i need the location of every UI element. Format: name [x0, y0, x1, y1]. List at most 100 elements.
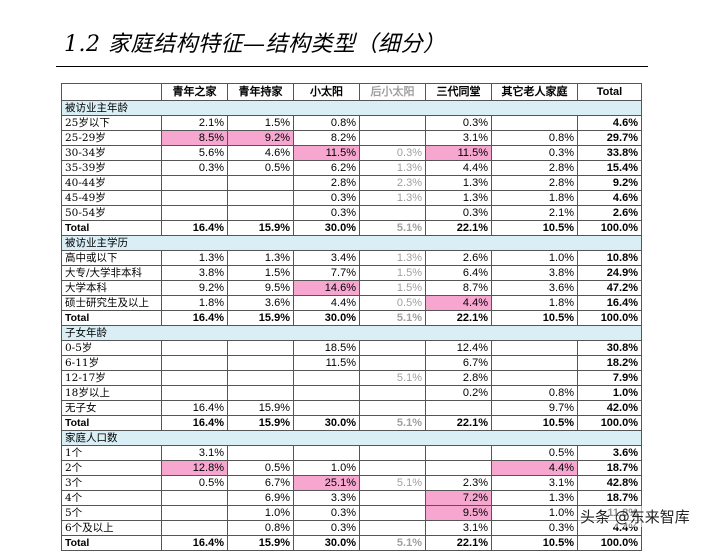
table-row: 35-39岁 0.3% 0.5% 6.2% 1.3% 4.4% 2.8% 15.4% — [61, 160, 642, 176]
total-cell: 22.1% — [425, 220, 492, 236]
watermark: 头条 @东来智库 — [578, 506, 692, 527]
table-cell — [491, 370, 578, 386]
table-cell: 2.8% — [425, 370, 492, 386]
table-row: 大学本科 9.2% 9.5% 14.6% 1.5% 8.7% 3.6% 47.2% — [61, 280, 642, 296]
table-cell — [227, 355, 294, 371]
table-cell — [161, 385, 228, 401]
table-cell: 1.5% — [227, 265, 294, 281]
table-cell: 1.8% — [491, 295, 578, 311]
table-cell: 4.4% — [425, 160, 492, 176]
table-row: 5个1.0%0.3%9.5%1.0%11.8% — [61, 505, 642, 521]
table-cell — [293, 445, 360, 461]
total-label: Total — [61, 535, 162, 551]
table-cell — [359, 520, 426, 536]
page-title: 1.2 家庭结构特征—结构类型（细分） — [64, 32, 446, 57]
table-cell: 0.5% — [359, 295, 426, 311]
table-cell: 4.6% — [577, 190, 642, 206]
total-cell: 100.0% — [577, 220, 642, 236]
table-cell: 2.8% — [293, 175, 360, 191]
row-label: 25-29岁 — [61, 130, 162, 146]
table-cell: 9.2% — [161, 280, 228, 296]
table-cell — [359, 355, 426, 371]
table-cell: 0.5% — [227, 160, 294, 176]
table-cell: 0.3% — [293, 520, 360, 536]
table-cell: 33.8% — [577, 145, 642, 161]
table-row: 12-17岁 5.1% 2.8% 7.9% — [61, 370, 642, 386]
table-cell: 2.8% — [491, 175, 578, 191]
row-label: 12-17岁 — [61, 370, 162, 386]
table-cell — [227, 385, 294, 401]
table-cell: 29.7% — [577, 130, 642, 146]
table-cell: 6.7% — [425, 355, 492, 371]
table-cell: 4.4% — [491, 460, 578, 476]
row-label: 45-49岁 — [61, 190, 162, 206]
table-cell — [227, 205, 294, 221]
table-cell — [425, 460, 492, 476]
table-cell: 1.0% — [227, 505, 294, 521]
table-row: 高中或以下 1.3% 1.3% 3.4% 1.3% 2.6% 1.0% 10.8% — [61, 250, 642, 266]
table-cell: 10.8% — [577, 250, 642, 266]
table-cell: 0.8% — [491, 385, 578, 401]
table-cell — [161, 490, 228, 506]
table-cell: 1.3% — [359, 250, 426, 266]
table-cell: 3.1% — [425, 130, 492, 146]
table-cell — [359, 460, 426, 476]
table-cell — [359, 205, 426, 221]
table-cell: 1.0% — [577, 385, 642, 401]
table-cell — [491, 340, 578, 356]
table-cell: 12.8% — [161, 460, 228, 476]
table-row: 1个 3.1% 0.5% 3.6% — [61, 445, 642, 461]
column-header: 三代同堂 — [425, 83, 492, 101]
table-cell: 2.6% — [425, 250, 492, 266]
table-row: 3个 0.5% 6.7% 25.1% 5.1% 2.3% 3.1% 42.8% — [61, 475, 642, 491]
table-cell: 2.8% — [491, 160, 578, 176]
table-cell: 1.0% — [491, 505, 578, 521]
table-cell: 8.2% — [293, 130, 360, 146]
table-cell — [227, 175, 294, 191]
table-cell — [359, 130, 426, 146]
table-cell — [359, 445, 426, 461]
table-cell: 3.8% — [491, 265, 578, 281]
total-cell: 30.0% — [293, 310, 360, 326]
table-cell: 0.5% — [161, 475, 228, 491]
table-cell — [161, 190, 228, 206]
row-label: 6-11岁 — [61, 355, 162, 371]
table-cell: 8.7% — [425, 280, 492, 296]
total-cell: 5.1% — [359, 415, 426, 431]
table-cell: 5.6% — [161, 145, 228, 161]
table-cell: 3.6% — [227, 295, 294, 311]
total-row: Total 16.4% 15.9% 30.0% 5.1% 22.1% 10.5% 100.0% — [61, 415, 642, 431]
total-cell: 16.4% — [161, 415, 228, 431]
table-cell: 1.0% — [293, 460, 360, 476]
row-label: 高中或以下 — [61, 250, 162, 266]
table-cell: 2.6% — [577, 205, 642, 221]
table-cell: 5.1% — [359, 475, 426, 491]
table-body: 被访业主年龄 25岁以下 2.1% 1.5% 0.8% 0.3% 4.6% 25-29岁 8.5… — [61, 100, 642, 551]
table-cell: 12.4% — [425, 340, 492, 356]
table-cell: 42.8% — [577, 475, 642, 491]
table-row: 无子女 16.4% 15.9% 9.7% 42.0% — [61, 400, 642, 416]
table-cell: 16.4% — [577, 295, 642, 311]
row-label: 30-34岁 — [61, 145, 162, 161]
table-cell: 11.5% — [293, 145, 360, 161]
total-cell: 5.1% — [359, 220, 426, 236]
table-cell: 7.9% — [577, 370, 642, 386]
table-cell — [161, 205, 228, 221]
table-cell: 0.8% — [491, 130, 578, 146]
table-cell: 6.9% — [227, 490, 294, 506]
total-cell: 100.0% — [577, 310, 642, 326]
table-cell: 6.2% — [293, 160, 360, 176]
table-cell: 24.9% — [577, 265, 642, 281]
column-header: 后小太阳 — [359, 83, 426, 101]
section-title: 子女年龄 — [61, 325, 642, 341]
table-row: 18岁以上 0.2% 0.8% 1.0% — [61, 385, 642, 401]
row-label: 硕士研究生及以上 — [61, 295, 162, 311]
table-cell — [293, 370, 360, 386]
section-title: 家庭人口数 — [61, 430, 642, 446]
table-row: 40-44岁 2.8% 2.3% 1.3% 2.8% 9.2% — [61, 175, 642, 191]
table-cell — [227, 190, 294, 206]
table-cell — [293, 400, 360, 416]
table-cell: 0.3% — [425, 115, 492, 131]
table-cell: 7.7% — [293, 265, 360, 281]
table-cell: 0.3% — [425, 205, 492, 221]
